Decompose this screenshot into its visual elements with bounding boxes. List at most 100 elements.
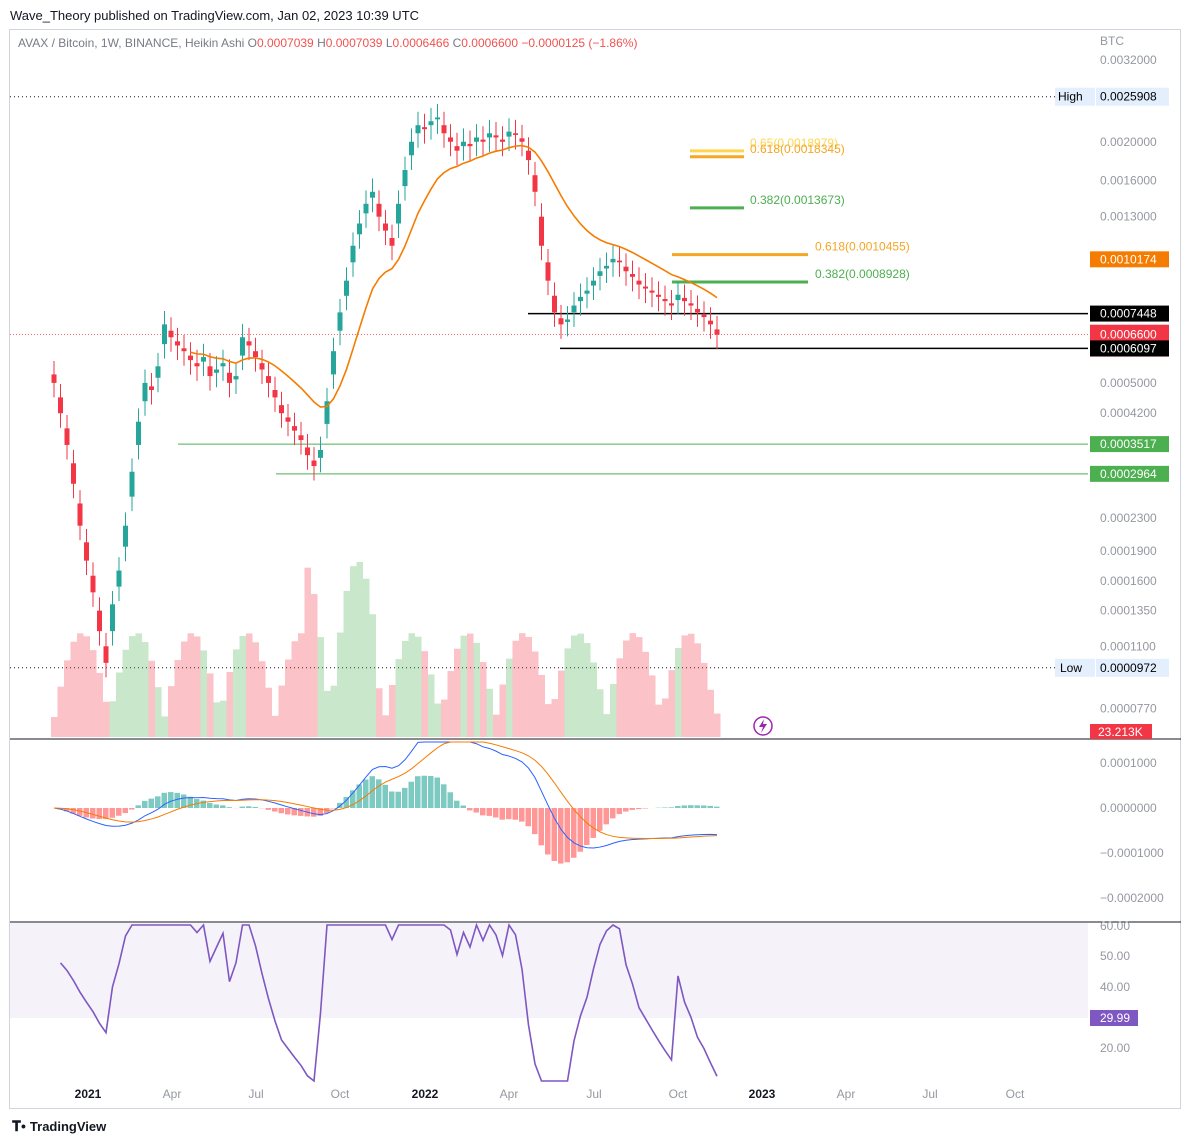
- close-value: 0.0006600: [461, 36, 518, 50]
- rsi-value-tag-bg: [1090, 1010, 1138, 1026]
- volume-bar: [382, 715, 389, 737]
- macd-histogram-bar: [291, 808, 297, 816]
- volume-bar: [70, 641, 77, 737]
- macd-histogram-bar: [272, 808, 278, 812]
- candle-body: [214, 369, 219, 373]
- candle-body: [526, 150, 531, 161]
- time-axis-tick: Apr: [500, 1087, 519, 1101]
- macd-histogram-bar: [564, 808, 570, 863]
- volume-bar: [454, 648, 461, 737]
- time-axis-tick: Apr: [837, 1087, 856, 1101]
- candle-body: [513, 133, 518, 135]
- candle-body: [292, 426, 297, 431]
- volume-bar: [434, 703, 441, 737]
- candle-body: [545, 262, 551, 281]
- candle-body: [552, 295, 557, 313]
- volume-bar: [662, 698, 669, 737]
- macd-histogram-bar: [207, 802, 213, 808]
- ema-line: [190, 144, 718, 408]
- macd-histogram-bar: [369, 776, 375, 808]
- volume-bar: [486, 688, 493, 737]
- volume-bar: [584, 643, 591, 737]
- macd-histogram-bar: [415, 776, 421, 808]
- price-axis-tick: 0.0020000: [1100, 135, 1157, 149]
- low-value: 0.0006466: [392, 36, 450, 50]
- close-label: C: [452, 36, 462, 50]
- candle-body: [129, 471, 135, 497]
- volume-tag-label: 23.213K: [1098, 725, 1143, 739]
- candle-body: [103, 646, 109, 663]
- macd-histogram-bar: [629, 808, 635, 810]
- volume-bar: [480, 662, 487, 737]
- volume-bar: [668, 670, 675, 737]
- volume-bar: [220, 700, 227, 737]
- volume-bar: [415, 636, 422, 737]
- volume-bar: [649, 675, 656, 737]
- macd-histogram-bar: [597, 808, 603, 831]
- candle-body: [266, 376, 271, 383]
- macd-histogram-bar: [226, 807, 232, 808]
- volume-bar: [317, 637, 324, 737]
- macd-histogram-bar: [135, 805, 141, 808]
- volume-bar: [291, 641, 298, 737]
- candle-body: [311, 460, 317, 467]
- candle-body: [350, 245, 356, 263]
- candle-body: [636, 280, 642, 285]
- volume-bar: [610, 683, 617, 737]
- candle-body: [123, 525, 128, 547]
- candle-body: [565, 319, 570, 322]
- volume-bar: [714, 713, 721, 737]
- macd-axis-tick: 0.0001000: [1100, 756, 1157, 770]
- volume-bar: [421, 651, 428, 737]
- volume-bar: [64, 660, 71, 737]
- volume-tag-bg: [1090, 724, 1152, 739]
- macd-histogram-bar: [70, 808, 76, 814]
- candle-body: [207, 366, 213, 377]
- macd-histogram-bar: [278, 808, 284, 814]
- candle-body: [669, 303, 674, 306]
- candle-body: [688, 303, 694, 306]
- macd-signal-line: [53, 741, 718, 840]
- open-value: 0.0007039: [257, 36, 314, 50]
- candle-body: [656, 294, 661, 297]
- candle-body: [357, 223, 362, 235]
- volume-bar: [688, 633, 695, 737]
- brand-label: TradingView: [29, 1119, 107, 1134]
- macd-histogram-bar: [460, 805, 466, 808]
- volume-bar: [96, 672, 103, 737]
- lightning-bolt-icon: [759, 719, 767, 733]
- volume-bar: [603, 714, 610, 737]
- rsi-value-tag-label: 29.99: [1100, 1011, 1130, 1025]
- tradingview-brand[interactable]: 𝐓• TradingView: [12, 1118, 106, 1135]
- candle-body: [714, 329, 720, 335]
- low-value: 0.0000972: [1100, 661, 1157, 675]
- volume-bar: [226, 672, 233, 737]
- candle-body: [324, 401, 330, 424]
- macd-histogram-bar: [356, 784, 362, 808]
- macd-histogram-bar: [525, 808, 531, 827]
- macd-histogram-bar: [408, 781, 414, 808]
- volume-bar: [135, 633, 142, 737]
- price-tag-bg: [1090, 305, 1169, 322]
- candle-body: [188, 355, 193, 361]
- macd-histogram-bar: [551, 808, 557, 861]
- volume-bar: [629, 633, 636, 737]
- candle-body: [194, 363, 200, 367]
- candle-body: [584, 290, 590, 294]
- macd-histogram-bar: [181, 794, 187, 808]
- rsi-band: [10, 923, 1088, 1018]
- volume-bar: [577, 633, 584, 737]
- open-label: O: [247, 36, 257, 50]
- candle-body: [246, 341, 252, 346]
- candle-body: [643, 286, 648, 289]
- volume-bar: [707, 689, 714, 737]
- macd-histogram-bar: [707, 805, 713, 808]
- volume-bar: [499, 684, 506, 737]
- volume-bar: [408, 633, 415, 737]
- macd-histogram-bar: [688, 805, 694, 808]
- fib-level-label: 0.65(0.0018979): [750, 136, 838, 150]
- high-label: High: [1058, 90, 1083, 104]
- macd-histogram-bar: [610, 808, 616, 819]
- candle-body: [272, 390, 278, 398]
